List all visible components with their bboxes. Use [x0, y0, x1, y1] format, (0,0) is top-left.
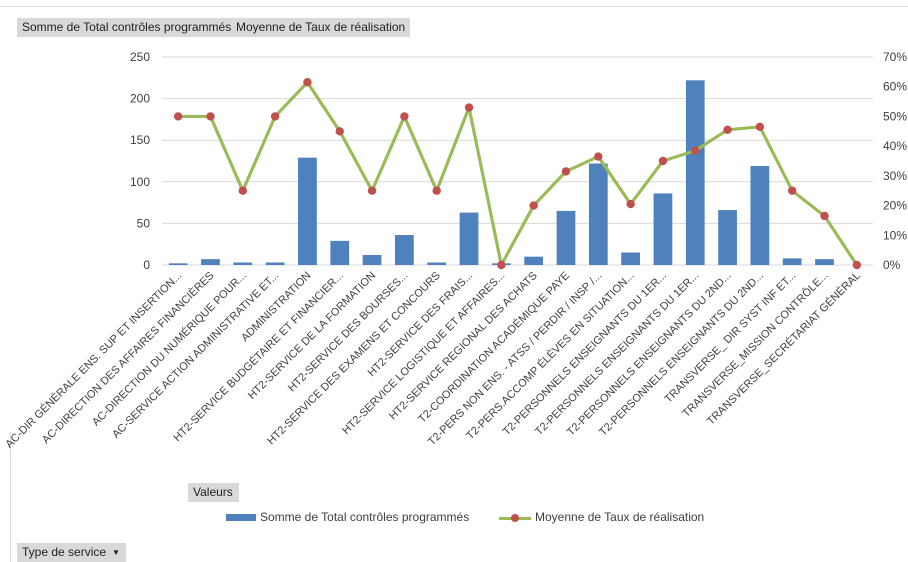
line-point	[658, 156, 668, 166]
bar	[815, 259, 834, 265]
y-axis-tick-label: 250	[130, 50, 150, 64]
bar	[782, 258, 802, 265]
line-point	[594, 152, 603, 161]
line-point	[335, 127, 344, 136]
sheet-top-border	[0, 6, 908, 7]
y2-axis-tick-label: 60%	[883, 80, 907, 94]
line-point	[270, 112, 280, 121]
y2-axis-tick-label: 30%	[883, 169, 907, 183]
bar	[330, 240, 350, 265]
x-axis-category-label: HT2-SERVICE REGIONAL DES ACHATS	[387, 270, 540, 423]
line-point	[820, 211, 829, 221]
dropdown-arrow-icon: ▼	[112, 548, 120, 557]
series-line	[178, 80, 859, 267]
y2-axis-tick-label: 20%	[883, 199, 907, 213]
y2-axis-tick-label: 50%	[883, 109, 907, 123]
line-point	[367, 186, 377, 195]
legend-line-label: Moyenne de Taux de réalisation	[535, 510, 705, 524]
legend-item-bar-series: Somme de Total contrôles programmés	[226, 510, 469, 524]
legend-bar-label: Somme de Total contrôles programmés	[260, 510, 470, 524]
bar	[524, 256, 544, 265]
line-point	[755, 122, 765, 132]
y2-axis-tick-label: 70%	[883, 50, 907, 64]
bar	[265, 262, 285, 265]
line-point	[303, 78, 312, 87]
line-point	[723, 125, 732, 134]
line-point	[173, 112, 183, 121]
y-axis-tick-label: 200	[130, 92, 150, 106]
bar	[362, 255, 382, 265]
line-point	[206, 112, 215, 121]
line-point	[561, 167, 571, 176]
bar	[298, 157, 317, 265]
bar	[201, 259, 220, 265]
bar	[168, 263, 188, 265]
bar	[718, 210, 737, 265]
bar	[395, 235, 414, 265]
y2-axis-tick-label: 10%	[883, 228, 907, 242]
y2-axis-tick-label: 40%	[883, 139, 907, 153]
bar	[750, 165, 770, 265]
x-axis-category-label: T2-COORDINATION ACADÉMIQUE PAYE	[416, 269, 573, 426]
legend-item-line-series: Moyenne de Taux de réalisation	[499, 510, 704, 524]
bar	[588, 163, 608, 265]
bar	[653, 193, 673, 265]
values-average-field-button[interactable]: Moyenne de Taux de réalisation	[231, 18, 411, 37]
y-axis-tick-label: 50	[137, 216, 151, 230]
bar	[427, 262, 447, 265]
values-sum-field-button[interactable]: Somme de Total contrôles programmés	[17, 18, 237, 37]
line-point	[464, 103, 474, 112]
line-point	[626, 199, 635, 209]
bar	[459, 212, 479, 265]
type-de-service-label: Type de service	[22, 545, 107, 559]
line-point	[238, 186, 247, 195]
bar	[621, 252, 640, 265]
line-point	[691, 146, 700, 155]
line-point	[400, 112, 409, 121]
y-axis-tick-label: 150	[130, 133, 150, 147]
y-axis-tick-label: 100	[130, 175, 150, 189]
bar	[685, 80, 705, 266]
legend-line-marker-icon	[499, 512, 531, 524]
bar	[556, 210, 576, 265]
line-point	[788, 186, 797, 195]
valeurs-field-button[interactable]: Valeurs	[188, 483, 239, 502]
y2-axis-tick-label: 0%	[883, 258, 901, 272]
y-axis-tick-label: 0	[143, 258, 150, 272]
line-point	[852, 260, 862, 270]
line-point	[497, 260, 506, 270]
bar	[233, 262, 253, 265]
type-de-service-filter-button[interactable]: Type de service ▼	[17, 543, 126, 562]
line-point	[432, 186, 441, 195]
line-point	[529, 201, 538, 210]
legend-bar-swatch-icon	[226, 514, 256, 522]
sheet-left-border	[10, 432, 11, 562]
